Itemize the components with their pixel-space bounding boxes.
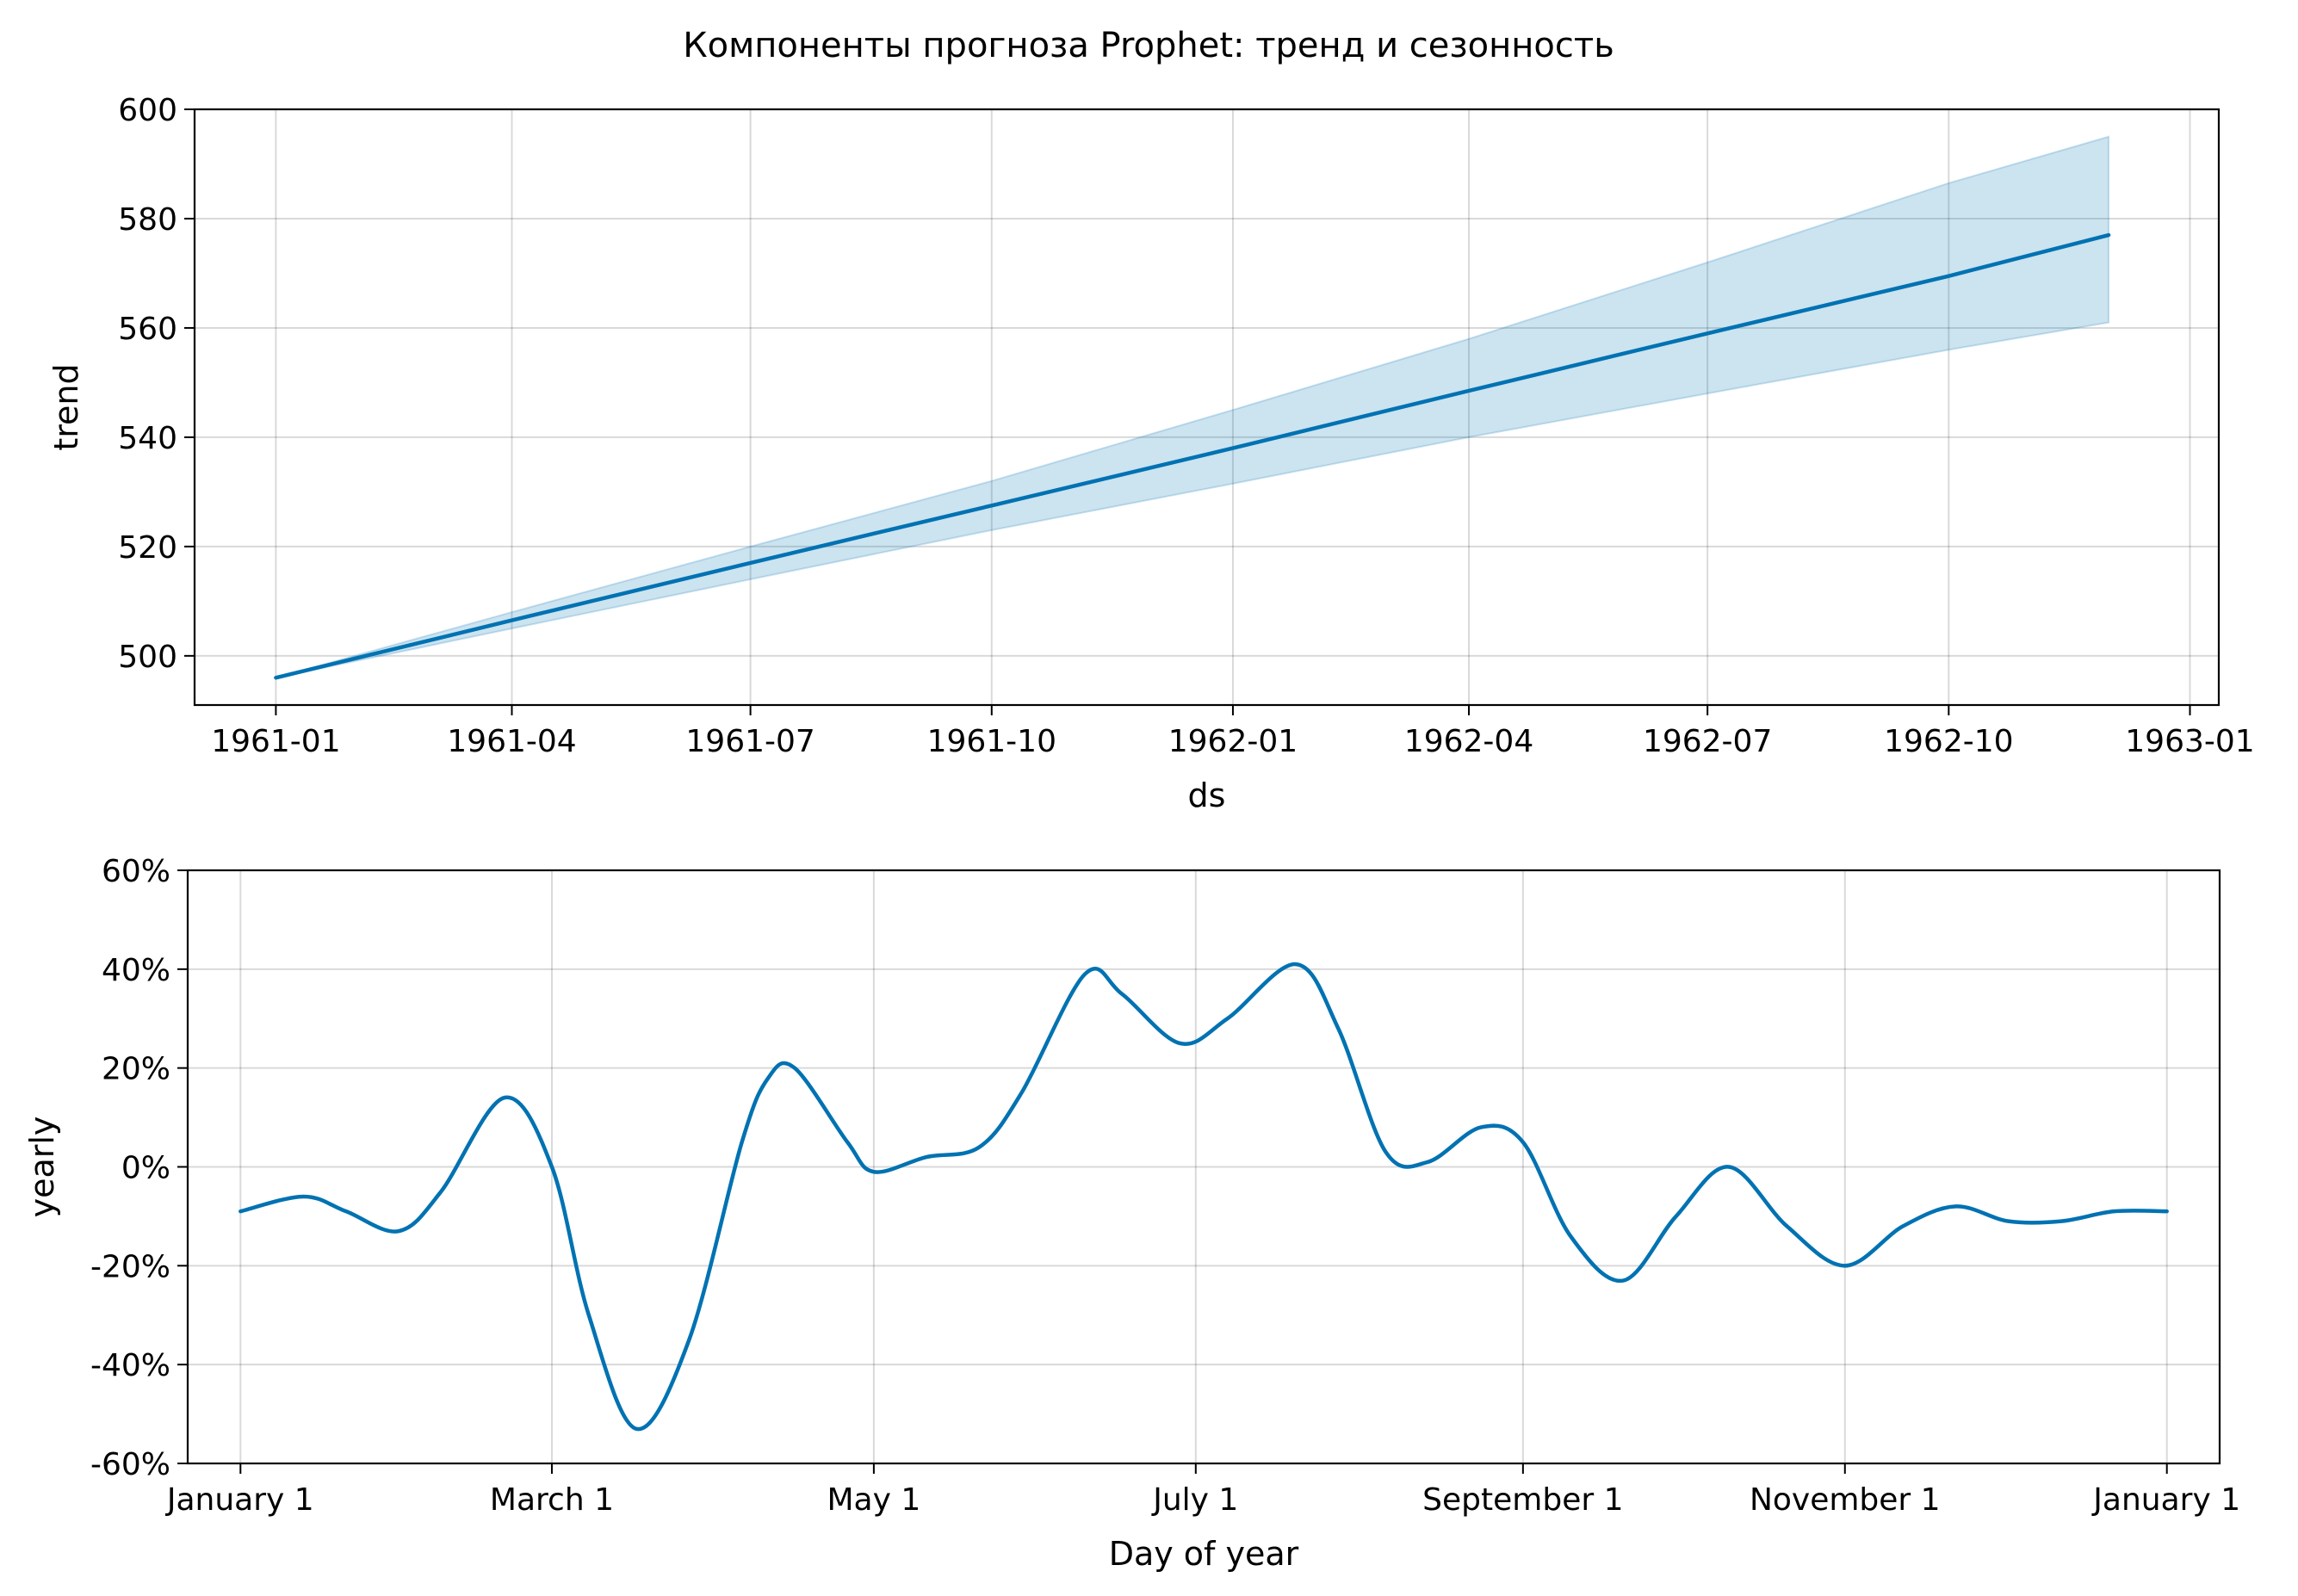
y-tick-label: 500 — [118, 640, 177, 675]
y-tick-label: 560 — [118, 312, 177, 347]
x-tick-label: May 1 — [827, 1482, 920, 1518]
x-tick-label: January 1 — [165, 1482, 314, 1518]
x-tick-label: 1961-01 — [211, 724, 340, 759]
y-tick-label: 20% — [102, 1052, 170, 1087]
x-tick-label: 1961-04 — [447, 724, 576, 759]
uncertainty-band — [276, 135, 2110, 679]
x-tick-label: 1962-10 — [1884, 724, 2013, 759]
x-axis-label: ds — [1188, 776, 1226, 814]
y-axis-label: yearly — [23, 1117, 61, 1218]
series-line — [274, 232, 2111, 680]
y-tick-label: 600 — [118, 93, 177, 128]
yearly-panel: January 1 March 1 May 1 July 1 September 1 No… — [23, 854, 2240, 1573]
axes-frame — [193, 108, 2221, 707]
figure-title: Компоненты прогноза Prophet: тренд и сез… — [683, 26, 1614, 65]
trend-panel: 1961-01 1961-04 1961-07 1961-10 1962-01 1962-… — [47, 93, 2255, 814]
x-tick-label: 1962-04 — [1404, 724, 1533, 759]
x-tick-label: 1963-01 — [2125, 724, 2254, 759]
x-tick-label: September 1 — [1422, 1482, 1623, 1518]
x-tick-label: November 1 — [1750, 1482, 1941, 1518]
y-tick-label: -60% — [90, 1447, 170, 1482]
y-axis-label: trend — [47, 363, 85, 450]
x-tick-label: 1962-07 — [1643, 724, 1772, 759]
y-tick-label: 60% — [102, 854, 170, 889]
x-tick-label: 1961-07 — [685, 724, 815, 759]
y-tick-label: 0% — [121, 1151, 170, 1186]
x-tick-label: March 1 — [490, 1482, 614, 1518]
x-tick-label: July 1 — [1151, 1482, 1238, 1518]
y-tick-label: 580 — [118, 202, 177, 238]
series-line — [238, 962, 2169, 1432]
y-tick-label: 520 — [118, 530, 177, 566]
x-axis-label: Day of year — [1109, 1535, 1299, 1573]
y-tick-label: 540 — [118, 421, 177, 456]
x-tick-label: 1962-01 — [1168, 724, 1298, 759]
x-tick-label: January 1 — [2091, 1482, 2240, 1518]
y-tick-label: 40% — [102, 953, 170, 988]
x-tick-label: 1961-10 — [927, 724, 1056, 759]
y-tick-label: -20% — [90, 1249, 170, 1284]
y-tick-label: -40% — [90, 1348, 170, 1383]
